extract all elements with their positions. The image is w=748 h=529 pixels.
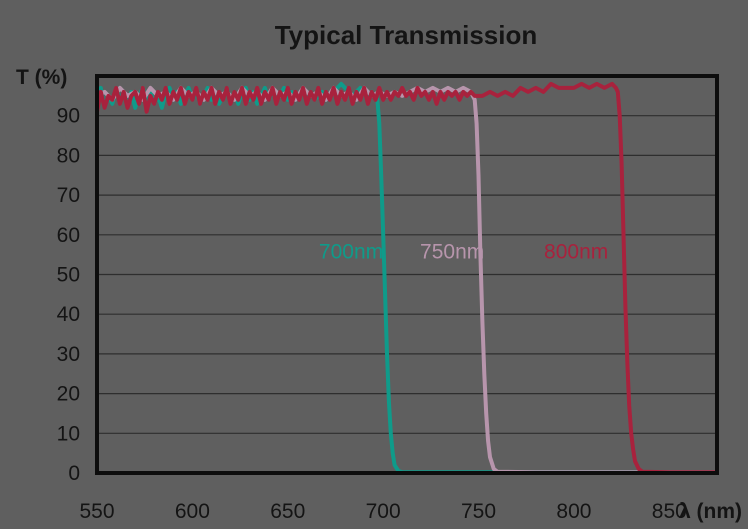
y-tick-label: 40 xyxy=(57,303,80,326)
x-tick-label: 650 xyxy=(270,500,305,523)
y-tick-label: 70 xyxy=(57,184,80,207)
y-tick-label: 20 xyxy=(57,383,80,406)
series-label-700nm: 700nm xyxy=(319,241,383,264)
series-labels: 700nm 750nm 800nm xyxy=(319,241,608,264)
series-label-800nm: 800nm xyxy=(544,241,608,264)
grid-lines xyxy=(97,115,717,434)
y-tick-label: 50 xyxy=(57,264,80,287)
x-tick-label: 600 xyxy=(175,500,210,523)
x-tick-label: 700 xyxy=(366,500,401,523)
tick-labels: 0 10 20 30 40 50 60 70 80 90 550 600 650 700 750 800 850 xyxy=(57,105,687,523)
series-label-750nm: 750nm xyxy=(420,241,484,264)
series-line-800nm xyxy=(95,81,719,475)
x-tick-label: 750 xyxy=(461,500,496,523)
y-axis-label: T (%) xyxy=(16,66,67,89)
y-tick-label: 0 xyxy=(68,462,80,485)
y-tick-label: 90 xyxy=(57,105,80,128)
y-tick-label: 30 xyxy=(57,343,80,366)
y-tick-label: 10 xyxy=(57,422,80,445)
x-tick-label: 800 xyxy=(556,500,591,523)
plot-frame xyxy=(95,74,719,475)
series-lines xyxy=(95,81,719,475)
y-tick-label: 80 xyxy=(57,144,80,167)
x-tick-label: 850 xyxy=(652,500,687,523)
chart-title: Typical Transmission xyxy=(275,20,538,50)
x-axis-label: λ (nm) xyxy=(679,500,742,523)
x-tick-label: 550 xyxy=(79,500,114,523)
y-tick-label: 60 xyxy=(57,224,80,247)
